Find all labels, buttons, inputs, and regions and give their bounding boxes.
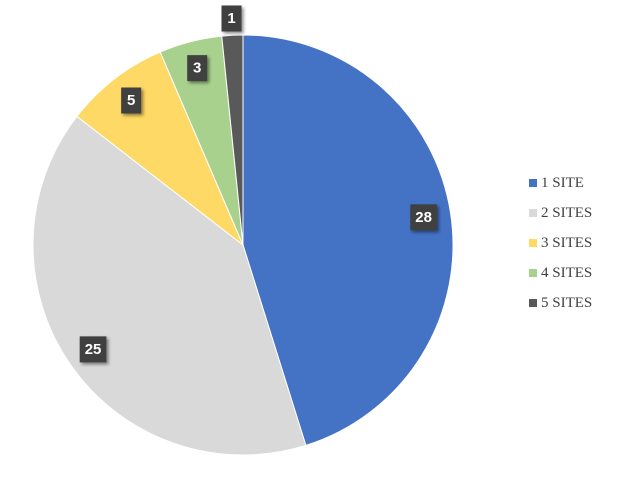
legend-swatch xyxy=(529,269,537,277)
legend-swatch xyxy=(529,179,537,187)
legend-label: 3 SITES xyxy=(541,235,592,251)
pie-slice xyxy=(76,51,245,247)
data-label-text: 25 xyxy=(85,341,102,358)
legend-label: 2 SITES xyxy=(541,205,592,221)
pie-slice xyxy=(32,115,307,456)
data-label-box xyxy=(410,204,437,231)
pie-slice xyxy=(242,34,454,446)
data-label-text: 28 xyxy=(415,209,432,226)
data-label: 28 xyxy=(410,204,437,231)
data-label: 5 xyxy=(121,87,142,114)
legend-swatch xyxy=(529,239,537,247)
data-label: 1 xyxy=(221,5,242,32)
data-label-text: 1 xyxy=(227,10,235,27)
data-label: 3 xyxy=(187,55,208,82)
legend-swatch xyxy=(529,209,537,217)
legend-label: 1 SITE xyxy=(541,175,584,191)
legend-swatch xyxy=(529,299,537,307)
data-label-box xyxy=(121,87,142,114)
data-label: 25 xyxy=(79,336,107,363)
pie-slice xyxy=(221,34,244,246)
legend-label: 5 SITES xyxy=(541,295,592,311)
data-label-box xyxy=(221,5,242,32)
data-label-box xyxy=(79,336,107,363)
data-label-text: 5 xyxy=(127,92,135,109)
legend-label: 4 SITES xyxy=(541,265,592,281)
data-label-text: 3 xyxy=(193,60,201,77)
data-label-box xyxy=(187,55,208,82)
